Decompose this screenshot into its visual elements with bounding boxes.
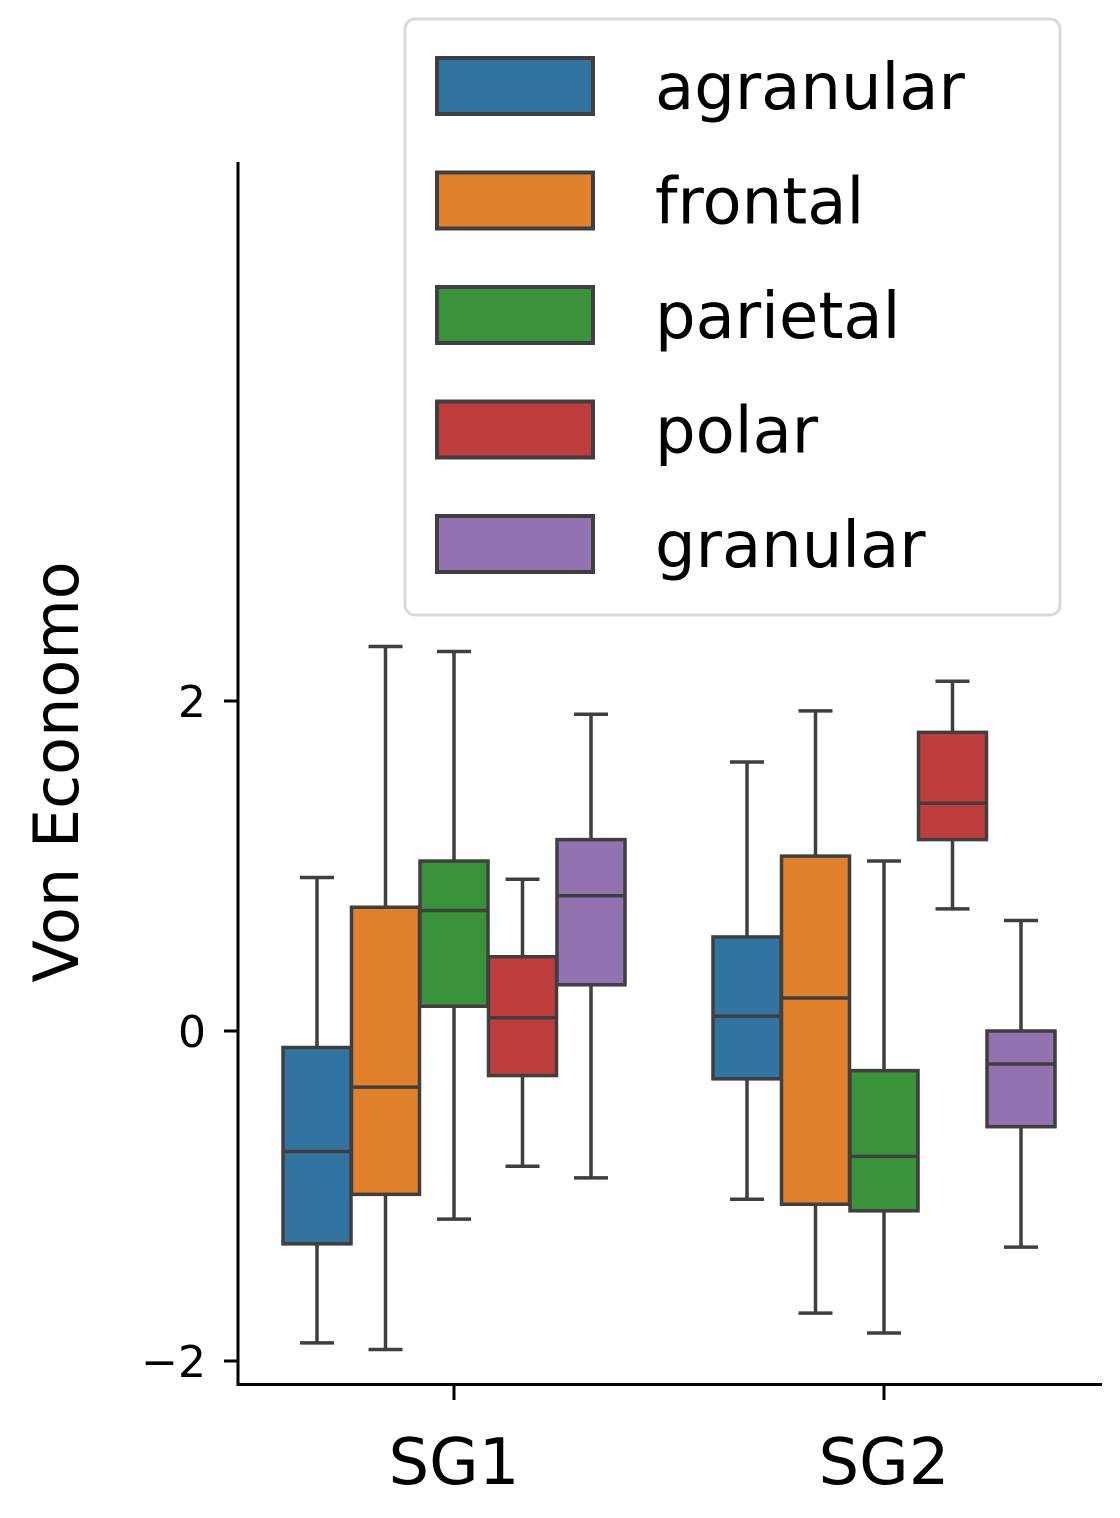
legend-item-granular: granular xyxy=(435,509,926,583)
legend-label: granular xyxy=(655,509,926,583)
x-tick-label-SG2: SG2 xyxy=(819,1426,950,1500)
box-polar-SG2 xyxy=(916,679,989,911)
legend-swatch xyxy=(435,285,595,345)
axes-layer xyxy=(236,162,1102,1386)
legend-item-agranular: agranular xyxy=(435,51,966,125)
box-frontal-SG2 xyxy=(779,709,852,1315)
legend-swatch xyxy=(435,399,595,460)
x-ticks: SG1 SG2 xyxy=(389,1386,950,1500)
box-iqr xyxy=(349,905,422,1197)
y-ticks: −2 0 2 xyxy=(141,677,238,1388)
box-iqr xyxy=(711,935,783,1081)
legend-label: parietal xyxy=(655,280,900,354)
box-granular-SG2 xyxy=(985,918,1057,1249)
legend-label: frontal xyxy=(655,166,864,240)
box-iqr xyxy=(985,1029,1057,1129)
box-iqr xyxy=(418,859,490,1008)
box-parietal-SG1 xyxy=(418,649,490,1221)
box-frontal-SG1 xyxy=(349,644,422,1352)
box-iqr xyxy=(916,730,989,842)
legend-swatch xyxy=(435,56,595,116)
boxes-layer xyxy=(281,644,1057,1352)
legend-item-parietal: parietal xyxy=(435,280,900,354)
box-granular-SG1 xyxy=(555,712,627,1180)
box-iqr xyxy=(848,1068,920,1213)
y-tick-label: 2 xyxy=(178,677,206,728)
box-iqr xyxy=(555,837,627,987)
box-iqr xyxy=(779,854,852,1206)
legend-swatch xyxy=(435,170,595,231)
box-agranular-SG1 xyxy=(281,875,353,1345)
box-polar-SG1 xyxy=(486,877,559,1169)
y-tick-label: 0 xyxy=(178,1007,206,1058)
y-tick-label: −2 xyxy=(141,1337,206,1388)
legend-label: polar xyxy=(655,395,819,469)
legend: agranular frontal parietal polar granular xyxy=(403,17,1062,617)
box-agranular-SG2 xyxy=(711,760,783,1202)
x-tick-label-SG1: SG1 xyxy=(389,1426,520,1500)
legend-item-frontal: frontal xyxy=(435,166,864,240)
box-parietal-SG2 xyxy=(848,859,920,1335)
legend-frame xyxy=(403,17,1062,617)
legend-swatch xyxy=(435,514,595,574)
legend-item-polar: polar xyxy=(435,395,819,469)
y-axis-title: Von Economo xyxy=(20,561,93,982)
box-iqr xyxy=(281,1045,353,1246)
legend-label: agranular xyxy=(655,51,966,125)
